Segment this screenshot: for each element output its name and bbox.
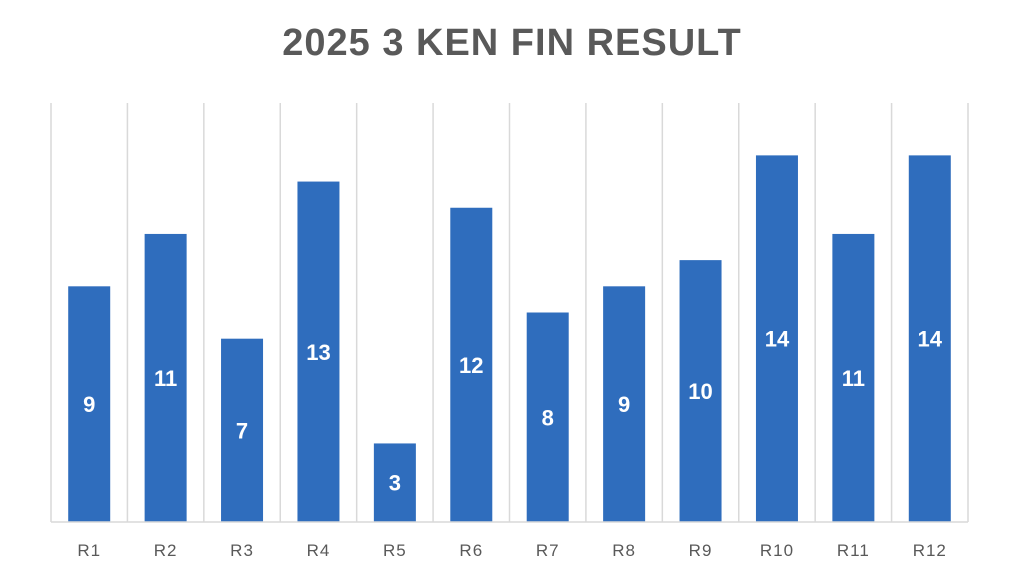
x-tick-r3: R3 (230, 541, 254, 560)
x-tick-r5: R5 (383, 541, 407, 560)
bar-r1 (68, 286, 111, 522)
gridlines (50, 103, 969, 522)
bar-r7 (526, 312, 569, 522)
x-tick-r10: R10 (760, 541, 794, 560)
bar-r2 (144, 233, 187, 522)
x-tick-r2: R2 (154, 541, 178, 560)
bar-r12 (908, 155, 951, 522)
data-label-r6: 12 (459, 353, 483, 378)
data-label-r1: 9 (83, 392, 95, 417)
x-tick-r1: R1 (77, 541, 101, 560)
bar-r9 (679, 260, 722, 522)
x-tick-r4: R4 (307, 541, 331, 560)
data-label-r2: 11 (154, 366, 177, 391)
data-label-r9: 10 (688, 379, 712, 404)
x-tick-r8: R8 (612, 541, 636, 560)
data-label-r7: 8 (542, 405, 554, 430)
data-label-r11: 11 (842, 366, 865, 391)
x-tick-r11: R11 (837, 541, 870, 560)
x-tick-r9: R9 (689, 541, 713, 560)
data-label-r3: 7 (236, 418, 248, 443)
data-label-r4: 13 (306, 340, 330, 365)
bar-r3 (221, 338, 264, 522)
data-label-r8: 9 (618, 392, 630, 417)
bar-r4 (297, 181, 340, 522)
data-label-r10: 14 (765, 327, 790, 352)
x-tick-labels: R1 R2 R3 R4 R5 R6 R7 R8 R9 R10 R11 R12 (77, 541, 947, 560)
data-label-r12: 14 (918, 327, 943, 352)
x-tick-r7: R7 (536, 541, 560, 560)
x-tick-r6: R6 (459, 541, 483, 560)
bar-r10 (755, 155, 798, 522)
x-tick-r12: R12 (913, 541, 947, 560)
data-label-r5: 3 (389, 471, 401, 496)
bar-r11 (832, 233, 875, 522)
bar-r5 (373, 443, 416, 522)
chart-title: 2025 3 KEN FIN RESULT (282, 22, 742, 64)
bars: 9 11 7 13 3 12 8 9 10 14 11 14 (68, 155, 951, 522)
bar-r8 (603, 286, 646, 522)
bar-r6 (450, 207, 493, 522)
